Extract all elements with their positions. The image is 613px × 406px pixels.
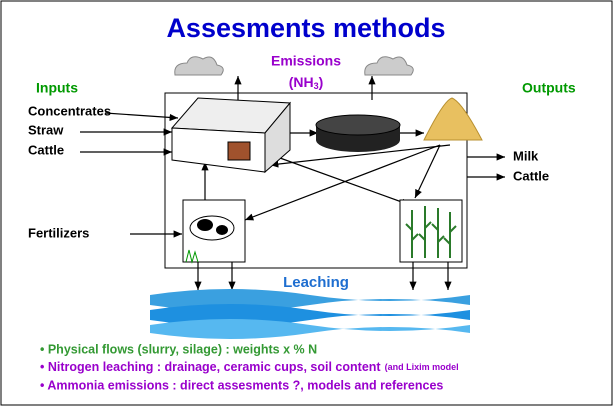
outputs-label: Outputs xyxy=(522,80,576,96)
cow-box xyxy=(183,200,245,262)
barn xyxy=(172,98,290,172)
emissions-formula: (NH3) xyxy=(289,74,324,92)
inputs-label: Inputs xyxy=(36,80,78,96)
slurry-tank xyxy=(316,115,400,152)
leaching-label: Leaching xyxy=(283,274,349,291)
input-item: Concentrates xyxy=(28,103,111,118)
slide: Assesments methods Emissions (NH3) Input… xyxy=(0,0,613,406)
crop-box xyxy=(400,200,462,262)
title: Assesments methods xyxy=(166,13,445,43)
bullet: • Nitrogen leaching : drainage, ceramic … xyxy=(40,360,459,374)
output-item: Cattle xyxy=(513,168,549,183)
fertilizers-label: Fertilizers xyxy=(28,225,89,240)
bullet: • Ammonia emissions : direct assesments … xyxy=(40,378,443,392)
input-item: Straw xyxy=(28,122,64,137)
output-item: Milk xyxy=(513,148,539,163)
input-item: Cattle xyxy=(28,142,64,157)
bullet: • Physical flows (slurry, silage) : weig… xyxy=(40,342,317,356)
emissions-label: Emissions xyxy=(271,53,341,69)
